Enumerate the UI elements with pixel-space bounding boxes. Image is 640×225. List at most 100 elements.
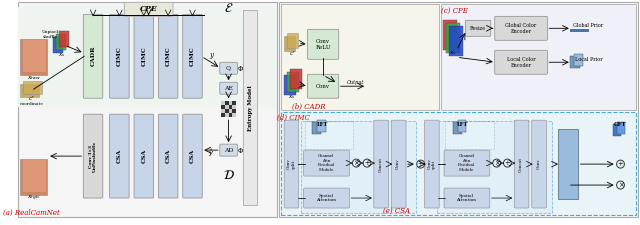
- Text: Channel
Attn
Residual
Module: Channel Attn Residual Module: [317, 154, 335, 172]
- Text: ×: ×: [493, 159, 500, 167]
- Text: CIMC: CIMC: [141, 46, 147, 66]
- Bar: [23, 81, 42, 94]
- Text: ×: ×: [618, 181, 623, 189]
- Text: AE: AE: [224, 86, 233, 91]
- Bar: [573, 29, 586, 32]
- FancyBboxPatch shape: [444, 188, 490, 208]
- Bar: [18, 7, 277, 107]
- Bar: [18, 2, 277, 217]
- Text: $x_{rgb}$: $x_{rgb}$: [27, 194, 40, 203]
- Bar: [284, 75, 296, 95]
- Bar: [317, 120, 326, 132]
- Bar: [446, 23, 460, 53]
- Bar: [221, 101, 225, 105]
- Bar: [228, 101, 232, 105]
- Text: CSA: CSA: [117, 149, 122, 163]
- Text: $x_{raw}$: $x_{raw}$: [27, 74, 40, 82]
- Text: y: y: [209, 51, 213, 59]
- Text: $\Phi$: $\Phi$: [237, 146, 244, 155]
- Bar: [228, 113, 232, 117]
- Text: (c) CPE: (c) CPE: [442, 7, 468, 15]
- Text: Spatial
Attention: Spatial Attention: [316, 194, 336, 202]
- Bar: [281, 4, 439, 110]
- FancyBboxPatch shape: [134, 14, 154, 98]
- Text: (a) RealCamNet: (a) RealCamNet: [3, 209, 60, 217]
- Bar: [570, 29, 584, 32]
- Bar: [221, 109, 225, 113]
- Bar: [453, 122, 461, 134]
- Bar: [20, 84, 40, 97]
- FancyBboxPatch shape: [220, 62, 237, 74]
- Text: Global Prior: Global Prior: [573, 23, 604, 28]
- Text: (b) CADR: (b) CADR: [292, 103, 325, 111]
- Bar: [301, 121, 416, 213]
- Text: Conv: Conv: [396, 159, 400, 169]
- Bar: [573, 54, 584, 66]
- Text: Local Color
Encoder: Local Color Encoder: [507, 57, 536, 68]
- Bar: [449, 26, 463, 56]
- Bar: [287, 33, 298, 48]
- FancyBboxPatch shape: [308, 29, 339, 59]
- Text: CPE: CPE: [140, 5, 157, 13]
- Text: Concat: Concat: [379, 157, 383, 172]
- Text: ×: ×: [353, 159, 359, 167]
- Text: Unpixel
shuffle: Unpixel shuffle: [42, 30, 59, 39]
- Bar: [612, 124, 621, 136]
- Bar: [279, 2, 638, 217]
- Bar: [616, 122, 625, 134]
- Text: CSA: CSA: [190, 149, 195, 163]
- Text: coordinate: coordinate: [20, 102, 44, 106]
- Bar: [232, 113, 236, 117]
- FancyBboxPatch shape: [220, 82, 237, 94]
- Text: GFT: GFT: [614, 122, 627, 127]
- FancyBboxPatch shape: [158, 14, 178, 98]
- FancyBboxPatch shape: [109, 114, 129, 198]
- Bar: [20, 39, 47, 75]
- Text: $x_s$: $x_s$: [288, 93, 296, 101]
- FancyBboxPatch shape: [532, 120, 547, 208]
- FancyBboxPatch shape: [183, 14, 202, 98]
- Bar: [232, 105, 236, 109]
- FancyBboxPatch shape: [424, 120, 439, 208]
- Bar: [575, 29, 589, 32]
- FancyBboxPatch shape: [444, 150, 490, 176]
- Bar: [441, 4, 636, 110]
- FancyBboxPatch shape: [303, 150, 349, 176]
- Text: Conv
split: Conv split: [428, 159, 436, 169]
- Text: Concat: Concat: [519, 157, 523, 172]
- Bar: [23, 160, 46, 192]
- FancyBboxPatch shape: [109, 14, 129, 98]
- Text: $c^r$: $c^r$: [28, 94, 35, 103]
- Bar: [281, 112, 636, 215]
- Bar: [290, 69, 301, 89]
- Bar: [221, 105, 225, 109]
- Bar: [228, 105, 232, 109]
- Text: Spatial
Attention: Spatial Attention: [456, 194, 476, 202]
- Bar: [558, 129, 578, 199]
- Bar: [243, 10, 257, 205]
- Bar: [570, 56, 580, 68]
- FancyBboxPatch shape: [83, 114, 103, 198]
- FancyBboxPatch shape: [303, 188, 349, 208]
- FancyBboxPatch shape: [374, 120, 388, 208]
- Text: AD: AD: [224, 148, 234, 153]
- FancyBboxPatch shape: [308, 74, 339, 98]
- FancyBboxPatch shape: [124, 2, 173, 16]
- FancyBboxPatch shape: [83, 14, 103, 98]
- Text: (d) CIMC: (d) CIMC: [278, 114, 310, 122]
- Bar: [443, 20, 457, 50]
- Text: CADR: CADR: [90, 46, 95, 66]
- Bar: [284, 36, 295, 51]
- Text: +: +: [504, 159, 510, 167]
- FancyBboxPatch shape: [220, 144, 237, 156]
- Text: Conv 3×3
UnPixshuffle: Conv 3×3 UnPixshuffle: [89, 140, 97, 172]
- Text: $\mathcal{D}$: $\mathcal{D}$: [223, 169, 234, 182]
- Text: LFT: LFT: [457, 122, 468, 127]
- Text: $x_s$: $x_s$: [58, 51, 65, 59]
- Bar: [225, 105, 228, 109]
- Text: Conv
split: Conv split: [287, 159, 296, 169]
- Text: $x_s$: $x_s$: [449, 49, 456, 57]
- FancyBboxPatch shape: [183, 114, 202, 198]
- Bar: [221, 113, 225, 117]
- Text: LFT: LFT: [317, 122, 328, 127]
